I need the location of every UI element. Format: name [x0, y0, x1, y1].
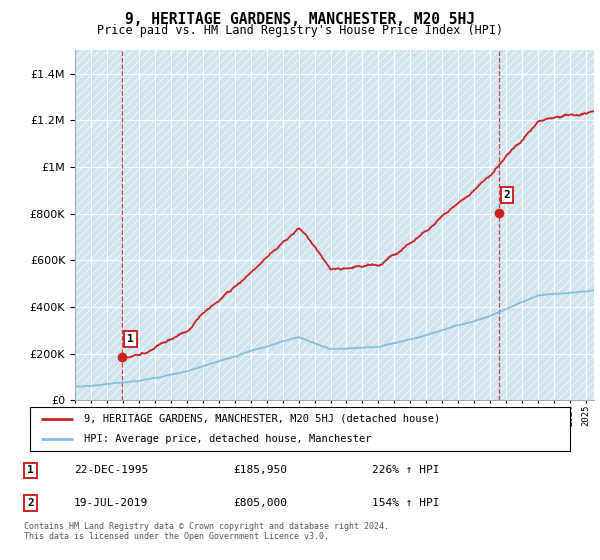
Text: £185,950: £185,950: [234, 465, 288, 475]
Text: 9, HERITAGE GARDENS, MANCHESTER, M20 5HJ: 9, HERITAGE GARDENS, MANCHESTER, M20 5HJ: [125, 12, 475, 27]
Text: Contains HM Land Registry data © Crown copyright and database right 2024.: Contains HM Land Registry data © Crown c…: [24, 522, 389, 531]
Text: This data is licensed under the Open Government Licence v3.0.: This data is licensed under the Open Gov…: [24, 532, 329, 541]
Text: 9, HERITAGE GARDENS, MANCHESTER, M20 5HJ (detached house): 9, HERITAGE GARDENS, MANCHESTER, M20 5HJ…: [84, 414, 440, 424]
Text: Price paid vs. HM Land Registry's House Price Index (HPI): Price paid vs. HM Land Registry's House …: [97, 24, 503, 37]
Text: 2: 2: [27, 498, 34, 508]
Text: 22-DEC-1995: 22-DEC-1995: [74, 465, 148, 475]
Text: 19-JUL-2019: 19-JUL-2019: [74, 498, 148, 508]
Text: 2: 2: [503, 190, 510, 200]
Text: 154% ↑ HPI: 154% ↑ HPI: [372, 498, 439, 508]
Text: 1: 1: [127, 334, 134, 344]
Text: 226% ↑ HPI: 226% ↑ HPI: [372, 465, 439, 475]
Text: £805,000: £805,000: [234, 498, 288, 508]
Text: 1: 1: [27, 465, 34, 475]
Text: HPI: Average price, detached house, Manchester: HPI: Average price, detached house, Manc…: [84, 434, 371, 444]
